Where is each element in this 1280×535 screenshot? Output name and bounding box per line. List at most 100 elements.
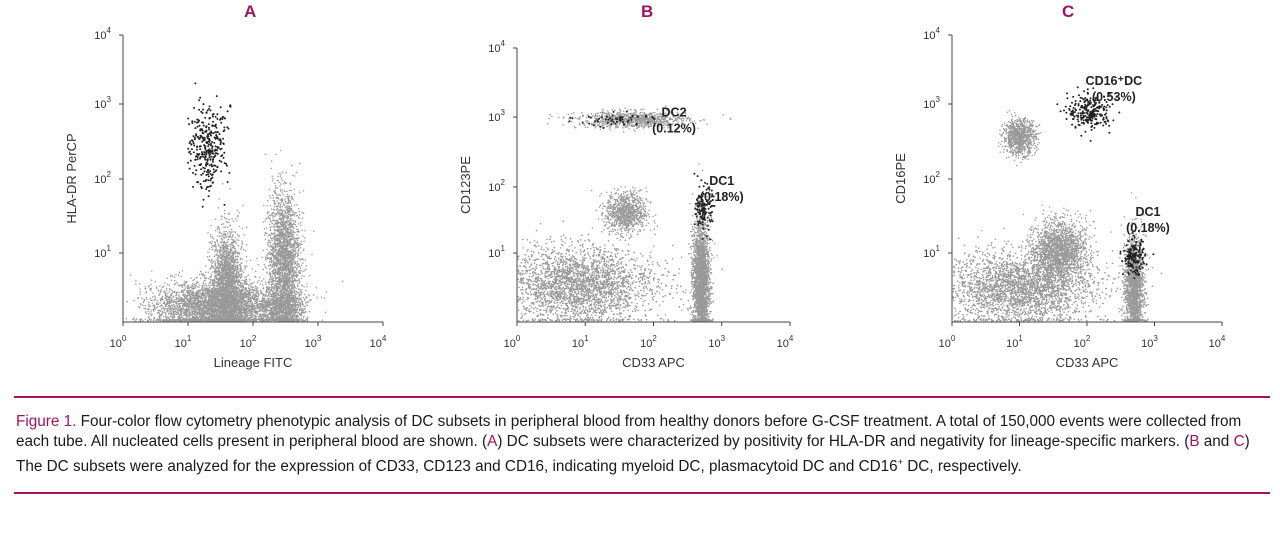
event-dot — [187, 291, 189, 293]
event-dot — [145, 291, 148, 294]
event-dot — [243, 316, 246, 319]
event-dot — [237, 239, 240, 242]
event-dot — [240, 306, 243, 309]
event-dot — [185, 314, 187, 317]
event-dot — [223, 231, 225, 233]
event-dot — [247, 295, 250, 298]
event-dot — [173, 308, 175, 311]
event-dot — [241, 298, 243, 301]
event-dot — [191, 299, 194, 302]
event-dot — [194, 316, 196, 318]
event-dot — [148, 301, 150, 303]
event-dot — [185, 312, 188, 314]
event-dot — [138, 282, 141, 285]
event-dot — [216, 241, 219, 243]
event-dot — [243, 309, 246, 311]
event-dot — [255, 297, 258, 300]
event-dot — [212, 238, 215, 240]
event-dot — [189, 291, 191, 294]
event-dot — [259, 289, 262, 291]
event-dot — [180, 275, 182, 278]
event-dot — [174, 310, 176, 313]
event-dot — [177, 283, 179, 285]
event-dot — [305, 301, 307, 304]
event-dot — [247, 298, 249, 301]
event-dot — [165, 289, 168, 291]
event-dot — [190, 277, 192, 280]
event-dot — [243, 307, 246, 309]
event-dot — [231, 231, 234, 233]
event-dot — [134, 320, 137, 322]
event-dot — [231, 316, 233, 318]
event-dot — [186, 289, 189, 292]
event-dot — [233, 305, 235, 308]
event-dot — [236, 239, 238, 241]
event-dot — [251, 297, 254, 299]
event-dot — [186, 304, 188, 306]
event-dot — [182, 317, 184, 320]
event-dot — [256, 307, 259, 310]
event-dot — [173, 305, 176, 308]
event-dot — [176, 300, 179, 302]
event-dot — [188, 317, 190, 319]
event-dot — [207, 284, 210, 287]
event-dot — [189, 318, 191, 321]
event-dot — [197, 296, 200, 298]
event-dot — [170, 274, 172, 276]
event-dot — [163, 309, 165, 311]
event-dot — [247, 312, 250, 314]
event-dot — [172, 296, 174, 298]
event-dot — [298, 309, 301, 312]
event-dot — [174, 307, 177, 310]
event-dot — [193, 300, 195, 303]
event-dot — [150, 314, 152, 317]
event-dot — [195, 313, 197, 316]
event-dot — [154, 298, 156, 301]
event-dot — [142, 304, 144, 306]
event-dot — [247, 318, 249, 321]
event-dot — [264, 298, 266, 300]
event-dot — [171, 318, 173, 320]
event-dot — [188, 293, 191, 295]
event-dot — [217, 235, 219, 237]
event-dot — [240, 313, 243, 315]
event-dot — [234, 253, 236, 255]
event-dot — [244, 315, 246, 318]
event-dot — [169, 308, 172, 310]
event-dot — [159, 285, 161, 287]
event-dot — [197, 316, 200, 319]
event-dot — [137, 296, 140, 299]
event-dot — [220, 232, 223, 234]
event-dot — [231, 218, 233, 220]
event-dot — [262, 317, 265, 319]
event-dot — [200, 315, 202, 318]
event-dot — [162, 298, 164, 301]
event-dot — [241, 315, 243, 318]
event-dot — [303, 311, 305, 314]
event-dot — [223, 226, 225, 229]
event-dot — [200, 301, 202, 304]
event-dot — [194, 317, 197, 320]
event-dot — [177, 309, 179, 311]
event-dot — [192, 290, 194, 292]
event-dot — [158, 314, 161, 316]
event-dot — [212, 261, 215, 263]
event-dot — [258, 279, 260, 282]
event-dot — [207, 288, 210, 291]
event-dot — [219, 235, 221, 238]
event-dot — [201, 308, 203, 310]
event-dot — [243, 288, 246, 291]
event-dot — [181, 305, 184, 308]
event-dot — [149, 305, 151, 307]
event-dot — [180, 311, 183, 313]
event-dot — [177, 274, 180, 276]
event-dot — [186, 308, 189, 311]
event-dot — [211, 271, 214, 273]
event-dot — [179, 317, 181, 319]
event-dot — [158, 315, 160, 318]
event-dot — [240, 272, 243, 275]
event-dot — [246, 308, 248, 311]
event-dot — [210, 275, 213, 277]
event-dot — [161, 304, 163, 307]
